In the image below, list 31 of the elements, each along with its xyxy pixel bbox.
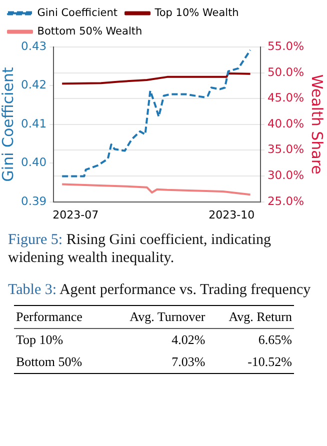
y2-tick-label: 30.0% bbox=[267, 168, 304, 182]
text: 6.65% bbox=[258, 332, 292, 347]
y-tick-label: 0.42 bbox=[20, 78, 47, 92]
category-label: Avg. Turnover bbox=[128, 308, 206, 326]
y2-tick-label: 40.0% bbox=[267, 116, 304, 130]
y2-tick-label: 50.0% bbox=[267, 64, 304, 79]
y2-tick-label: 45.0% bbox=[267, 90, 304, 105]
line-series bbox=[61, 49, 252, 178]
category-label: Top 10% bbox=[16, 332, 64, 347]
text: -10.52% bbox=[248, 354, 292, 369]
y-axis-title: Gini Coefficient bbox=[0, 66, 17, 182]
y-tick-label: 0.40 bbox=[20, 155, 47, 170]
legend-label: Bottom 50% Wealth bbox=[37, 25, 142, 38]
y2-axis-title: Wealth Share bbox=[308, 74, 326, 174]
y2-tick-label: 25.0% bbox=[267, 194, 304, 208]
y-tick-label: 0.41 bbox=[20, 116, 47, 130]
category-label: Avg. Return bbox=[228, 308, 293, 326]
text: Performance bbox=[15, 308, 84, 326]
y-tick-label: 0.39 bbox=[20, 194, 47, 208]
y2-tick-label: 55.0% bbox=[267, 38, 304, 53]
text: Table 3: Agent performance vs. Trading frequency bbox=[8, 281, 312, 299]
text: 7.03% bbox=[172, 354, 206, 369]
caption: Figure 5: Rising Gini coefficient, indicating widening wealth inequality. bbox=[8, 231, 272, 267]
x-tick-label: 2023-07 bbox=[52, 208, 99, 222]
y-tick-label: 0.43 bbox=[20, 38, 47, 53]
category-label: Bottom 50% bbox=[16, 354, 82, 369]
text: 4.02% bbox=[172, 332, 206, 347]
x-tick-label: 2023-10 bbox=[208, 208, 255, 222]
legend-label: Top 10% Wealth bbox=[154, 6, 239, 19]
y2-tick-label: 35.0% bbox=[267, 142, 304, 156]
legend-label: Gini Coefficient bbox=[37, 6, 118, 19]
